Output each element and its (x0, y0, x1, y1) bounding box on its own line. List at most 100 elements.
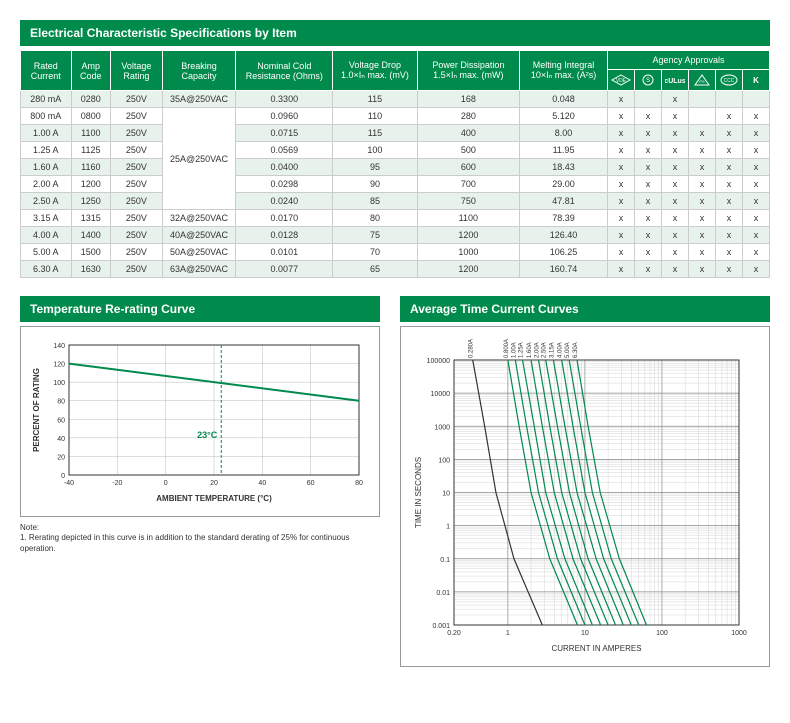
table-cell: 75 (333, 227, 417, 244)
agency-icon-ccc: CCC (715, 70, 742, 91)
table-cell: 6.30 A (21, 261, 72, 278)
tcc-chart: 0.2011010010000.0010.010.111010010001000… (400, 326, 770, 667)
table-cell: x (742, 108, 769, 125)
table-cell: x (715, 159, 742, 176)
th-agency: Agency Approvals (607, 51, 769, 70)
table-cell: 600 (417, 159, 520, 176)
svg-text:0.280A: 0.280A (469, 339, 475, 358)
table-row: 1.60 A1160250V0.04009560018.43xxxxxx (21, 159, 770, 176)
table-cell: 168 (417, 91, 520, 108)
spec-table-body: 280 mA0280250V35A@250VAC0.33001151680.04… (21, 91, 770, 278)
table-cell: 0280 (71, 91, 111, 108)
table-cell (715, 91, 742, 108)
table-cell: x (661, 159, 688, 176)
table-cell: x (715, 142, 742, 159)
svg-text:120: 120 (53, 362, 65, 369)
table-cell: 100 (333, 142, 417, 159)
spec-table-head: Rated Current Amp Code Voltage Rating Br… (21, 51, 770, 91)
table-row: 4.00 A1400250V40A@250VAC0.0128751200126.… (21, 227, 770, 244)
svg-text:100: 100 (438, 457, 450, 464)
table-cell: 750 (417, 193, 520, 210)
svg-text:10: 10 (442, 491, 450, 498)
table-cell: x (661, 227, 688, 244)
table-cell: 700 (417, 176, 520, 193)
svg-text:PS: PS (699, 79, 705, 84)
table-cell: 106.25 (520, 244, 608, 261)
rerating-svg: -40-2002040608002040608010012014023°CAMB… (29, 335, 369, 505)
table-cell: x (688, 159, 715, 176)
table-cell: 18.43 (520, 159, 608, 176)
svg-text:AMBIENT TEMPERATURE (°C): AMBIENT TEMPERATURE (°C) (156, 494, 272, 503)
table-cell: 1200 (417, 261, 520, 278)
table-cell: x (742, 193, 769, 210)
table-cell: x (661, 142, 688, 159)
th-voltage: Voltage Rating (111, 51, 163, 91)
table-cell: 90 (333, 176, 417, 193)
note-text: 1. Rerating depicted in this curve is in… (20, 533, 350, 552)
table-cell: 250V (111, 125, 163, 142)
table-cell: x (715, 261, 742, 278)
tcc-title: Average Time Current Curves (400, 296, 770, 322)
table-cell (742, 91, 769, 108)
th-vdrop: Voltage Drop 1.0×Iₙ max. (mV) (333, 51, 417, 91)
table-cell: x (688, 244, 715, 261)
table-cell: x (607, 227, 634, 244)
svg-text:1.00A: 1.00A (511, 342, 517, 358)
table-cell: x (661, 261, 688, 278)
table-cell: 115 (333, 125, 417, 142)
svg-text:cULus: cULus (665, 78, 685, 85)
agency-icon-ps-e: PS (688, 70, 715, 91)
table-cell: 400 (417, 125, 520, 142)
table-cell: 78.39 (520, 210, 608, 227)
table-cell: 250V (111, 176, 163, 193)
table-cell: x (634, 125, 661, 142)
agency-icon-cULus: cULus (661, 70, 688, 91)
agency-icon-s-circle: S (634, 70, 661, 91)
svg-text:PERCENT OF RATING: PERCENT OF RATING (32, 368, 41, 452)
table-cell: 65 (333, 261, 417, 278)
table-cell: 11.95 (520, 142, 608, 159)
table-row: 5.00 A1500250V50A@250VAC0.0101701000106.… (21, 244, 770, 261)
table-cell: 1.25 A (21, 142, 72, 159)
table-cell: 250V (111, 108, 163, 125)
table-cell: 0.0400 (236, 159, 333, 176)
table-cell: 25A@250VAC (162, 108, 236, 210)
table-cell: 85 (333, 193, 417, 210)
svg-text:1000: 1000 (731, 630, 747, 637)
rerating-title: Temperature Re-rating Curve (20, 296, 380, 322)
table-cell: x (607, 261, 634, 278)
table-cell: x (688, 125, 715, 142)
table-cell: x (742, 142, 769, 159)
table-cell: x (742, 261, 769, 278)
table-cell: x (688, 142, 715, 159)
table-cell (688, 108, 715, 125)
table-row: 1.25 A1125250V0.056910050011.95xxxxxx (21, 142, 770, 159)
table-cell: 250V (111, 244, 163, 261)
spec-table-title: Electrical Characteristic Specifications… (20, 20, 770, 46)
table-cell: 3.15 A (21, 210, 72, 227)
svg-text:40: 40 (258, 480, 266, 487)
svg-text:0: 0 (61, 473, 65, 480)
table-cell: x (742, 227, 769, 244)
table-cell: x (661, 193, 688, 210)
svg-text:1: 1 (506, 630, 510, 637)
table-cell: x (634, 108, 661, 125)
table-cell: 63A@250VAC (162, 261, 236, 278)
table-row: 1.00 A1100250V0.07151154008.00xxxxxx (21, 125, 770, 142)
table-row: 3.15 A1315250V32A@250VAC0.017080110078.3… (21, 210, 770, 227)
table-cell: 1200 (417, 227, 520, 244)
table-cell: 0.048 (520, 91, 608, 108)
table-cell: 50A@250VAC (162, 244, 236, 261)
table-cell: 0.0960 (236, 108, 333, 125)
table-cell: x (742, 176, 769, 193)
svg-text:1.25A: 1.25A (519, 342, 525, 358)
svg-text:TIME IN SECONDS: TIME IN SECONDS (414, 457, 423, 528)
table-cell: 47.81 (520, 193, 608, 210)
table-cell: x (634, 142, 661, 159)
table-cell: x (634, 227, 661, 244)
svg-text:1000: 1000 (434, 424, 450, 431)
table-cell: x (607, 193, 634, 210)
svg-text:80: 80 (57, 399, 65, 406)
table-cell: 0800 (71, 108, 111, 125)
table-cell: 0.0298 (236, 176, 333, 193)
